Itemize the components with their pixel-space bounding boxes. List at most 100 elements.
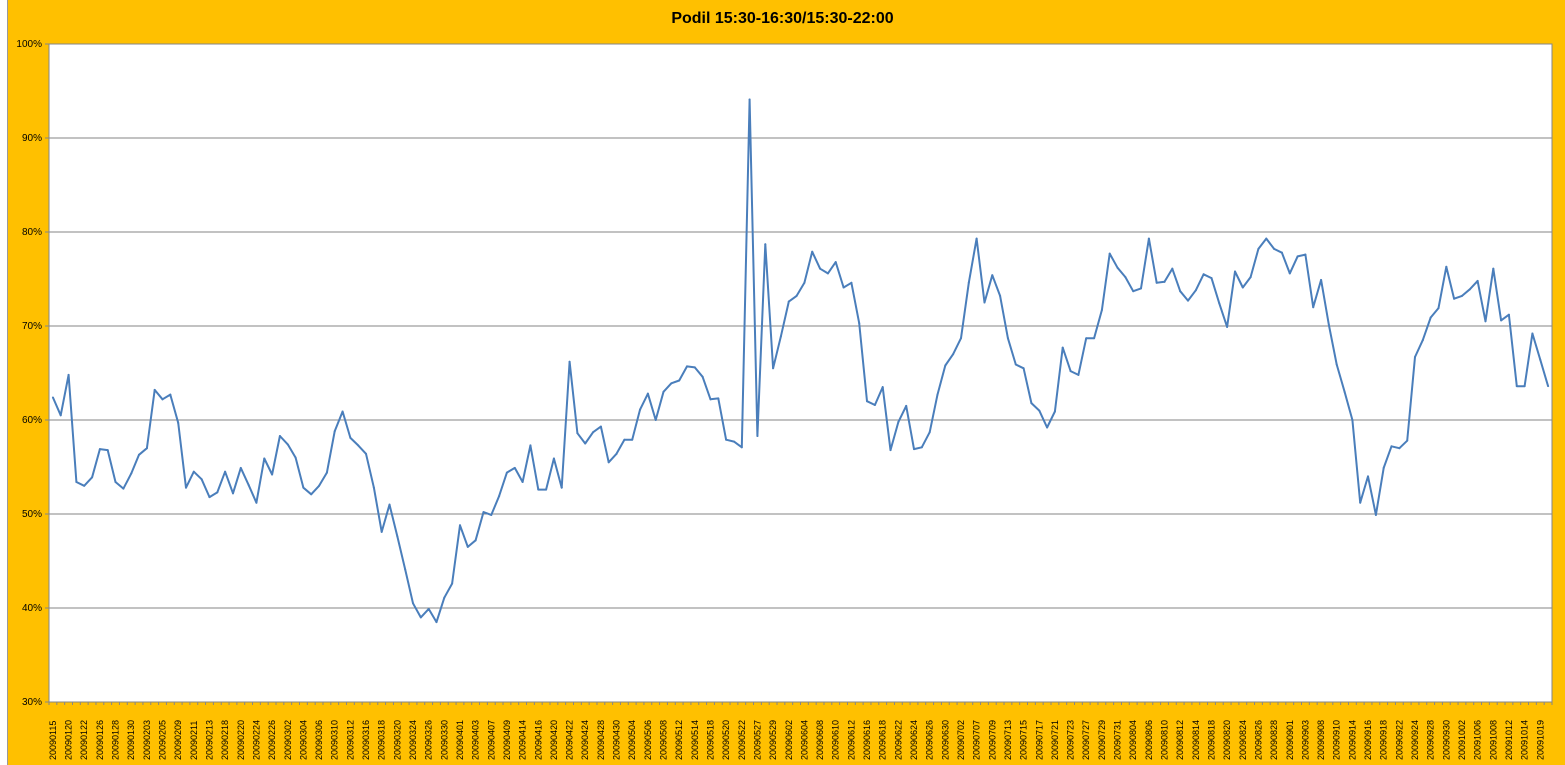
data-point xyxy=(130,472,133,475)
data-point xyxy=(490,513,493,516)
data-point xyxy=(1484,320,1487,323)
data-point xyxy=(1335,363,1338,366)
x-tick-label: 20090717 xyxy=(1034,720,1044,760)
data-point xyxy=(1116,266,1119,269)
data-point xyxy=(772,367,775,370)
x-tick-label: 20091008 xyxy=(1488,720,1498,760)
x-tick-label: 20090220 xyxy=(236,720,246,760)
x-tick-label: 20090422 xyxy=(565,720,575,760)
x-tick-label: 20090622 xyxy=(893,720,903,760)
data-point xyxy=(1460,294,1463,297)
data-point xyxy=(764,243,767,246)
data-point xyxy=(310,493,313,496)
data-point xyxy=(952,353,955,356)
x-tick-label: 20090128 xyxy=(111,720,121,760)
x-tick-label: 20090901 xyxy=(1285,720,1295,760)
x-tick-label: 20090520 xyxy=(721,720,731,760)
data-point xyxy=(1390,445,1393,448)
x-tick-label: 20090806 xyxy=(1144,720,1154,760)
data-point xyxy=(568,360,571,363)
data-point xyxy=(1124,276,1127,279)
data-point xyxy=(920,446,923,449)
x-tick-label: 20090115 xyxy=(48,721,58,760)
data-point xyxy=(936,393,939,396)
data-point xyxy=(1077,373,1080,376)
x-tick-label: 20090707 xyxy=(972,720,982,760)
data-point xyxy=(599,425,602,428)
data-point xyxy=(811,250,814,253)
data-point xyxy=(427,607,430,610)
data-point xyxy=(1492,267,1495,270)
data-point xyxy=(748,98,751,101)
x-tick-label: 20090630 xyxy=(940,720,950,760)
data-point xyxy=(1343,390,1346,393)
data-point xyxy=(1429,316,1432,319)
data-point xyxy=(1398,447,1401,450)
data-point xyxy=(451,582,454,585)
x-tick-label: 20090226 xyxy=(267,720,277,760)
data-point xyxy=(881,386,884,389)
plot-area xyxy=(48,43,1553,703)
data-point xyxy=(1327,324,1330,327)
x-tick-label: 20090504 xyxy=(627,720,637,760)
x-tick-label: 20090812 xyxy=(1175,720,1185,760)
x-tick-label: 20090310 xyxy=(330,720,340,760)
data-point xyxy=(1312,306,1315,309)
data-point xyxy=(372,486,375,489)
data-point xyxy=(1053,410,1056,413)
y-tick-label: 30% xyxy=(22,697,42,708)
x-tick-label: 20090930 xyxy=(1441,720,1451,760)
spreadsheet-edge xyxy=(0,0,8,765)
data-point xyxy=(1539,358,1542,361)
data-point xyxy=(1014,363,1017,366)
data-point xyxy=(1163,280,1166,283)
data-point xyxy=(474,539,477,542)
data-point xyxy=(1171,267,1174,270)
x-tick-label: 20090218 xyxy=(220,720,230,760)
x-tick-label: 20090916 xyxy=(1363,720,1373,760)
chart-title: Podil 15:30-16:30/15:30-22:00 xyxy=(671,10,894,27)
data-point xyxy=(944,364,947,367)
x-tick-label: 20090416 xyxy=(533,720,543,760)
data-point xyxy=(1132,290,1135,293)
data-point xyxy=(639,408,642,411)
data-point xyxy=(239,466,242,469)
data-point xyxy=(1515,385,1518,388)
x-tick-label: 20090715 xyxy=(1019,720,1029,760)
data-point xyxy=(1241,286,1244,289)
x-tick-label: 20090618 xyxy=(878,720,888,760)
data-point xyxy=(1288,272,1291,275)
x-tick-label: 20090318 xyxy=(377,720,387,760)
data-point xyxy=(1069,370,1072,373)
data-point xyxy=(247,483,250,486)
data-point xyxy=(435,621,438,624)
data-point xyxy=(278,434,281,437)
x-tick-label: 20090209 xyxy=(173,720,183,760)
data-point xyxy=(1155,281,1158,284)
x-tick-label: 20090612 xyxy=(846,720,856,760)
data-point xyxy=(498,495,501,498)
data-point xyxy=(607,461,610,464)
data-point xyxy=(161,398,164,401)
x-tick-label: 20090316 xyxy=(361,720,371,760)
data-point xyxy=(365,452,368,455)
data-point xyxy=(1500,319,1503,322)
data-point xyxy=(1202,273,1205,276)
data-point xyxy=(396,535,399,538)
data-point xyxy=(294,456,297,459)
data-point xyxy=(1147,237,1150,240)
data-point xyxy=(1030,402,1033,405)
x-tick-label: 20090727 xyxy=(1081,720,1091,760)
data-point xyxy=(983,301,986,304)
data-point xyxy=(537,488,540,491)
data-point xyxy=(1022,367,1025,370)
y-tick-label: 100% xyxy=(16,39,42,50)
x-tick-label: 20090428 xyxy=(596,720,606,760)
x-tick-label: 20090826 xyxy=(1253,720,1263,760)
data-point xyxy=(1210,277,1213,280)
x-tick-label: 20090506 xyxy=(643,720,653,760)
y-tick-label: 60% xyxy=(22,415,42,426)
data-point xyxy=(208,496,211,499)
data-point xyxy=(858,322,861,325)
